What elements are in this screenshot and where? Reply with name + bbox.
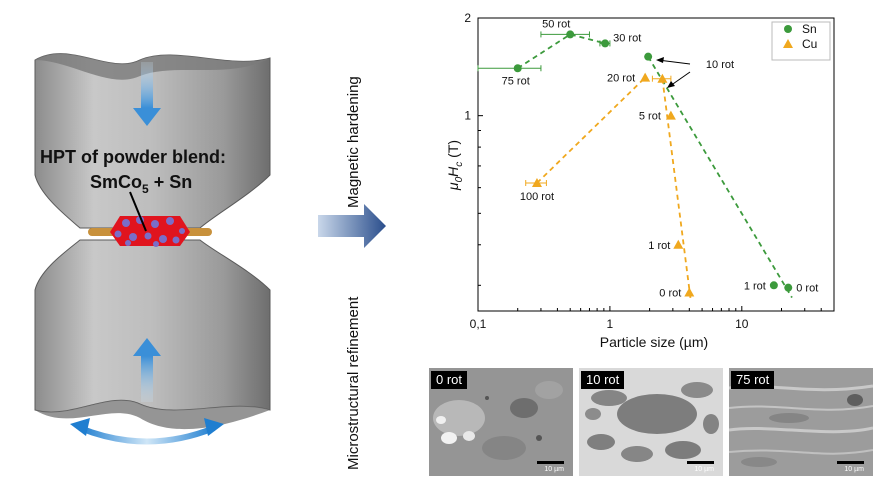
hpt-title: HPT of powder blend: <box>40 147 226 167</box>
trend-lines <box>517 33 793 301</box>
sn-point-label: 10 rot <box>706 59 734 71</box>
sn-trend-line <box>647 56 793 299</box>
cu-point-label: 1 rot <box>648 240 670 252</box>
micrograph-2-scale-bar <box>837 461 864 464</box>
annotation-arrow-cu <box>669 71 691 87</box>
hpt-composition: SmCo5 + Sn <box>90 172 192 196</box>
micrograph-1: 10 rot 10 µm <box>579 368 723 476</box>
micrograph-0-scale-text: 10 µm <box>544 466 564 473</box>
cu-point <box>684 287 695 297</box>
sn-point <box>566 30 575 39</box>
pressure-up-arrow <box>133 338 161 402</box>
micrograph-2: 75 rot 10 µm <box>729 368 873 476</box>
y-tick-label: 2 <box>464 11 471 25</box>
coercivity-chart: 0,1 1 10 1 2 0 rot 1 rot 10 rot 30 rot 50 rot 75 … <box>445 11 835 350</box>
pressure-down-arrow <box>133 62 161 126</box>
micrograph-2-scale-text: 10 µm <box>844 466 864 473</box>
cu-point-label: 20 rot <box>607 73 635 85</box>
y-tick-label: 1 <box>464 109 471 123</box>
microstructural-refinement-label: Microstructural refinement <box>345 296 362 470</box>
legend-sn-label: Sn <box>802 22 817 36</box>
upper-anvil <box>34 53 271 229</box>
annotation-arrowhead-cu <box>667 81 675 88</box>
cu-point-label: 100 rot <box>520 191 554 203</box>
error-bars <box>477 31 672 187</box>
y-axis-label: μ0Hc (T) <box>445 140 465 191</box>
sn-point-label: 0 rot <box>796 283 818 295</box>
point-labels: 0 rot 1 rot 10 rot 30 rot 50 rot 75 rot 0 rot 1… <box>502 18 819 299</box>
cu-point <box>657 73 668 83</box>
legend-cu-label: Cu <box>802 37 817 51</box>
cu-trend-line <box>661 78 692 301</box>
cu-point-label: 0 rot <box>659 288 681 300</box>
micrograph-0-scale-bar <box>537 461 564 464</box>
micrograph-1-scale-text: 10 µm <box>694 466 714 473</box>
sn-point <box>601 39 610 48</box>
sn-point <box>769 281 778 290</box>
x-tick-label: 1 <box>607 317 614 331</box>
micrograph-1-label: 10 rot <box>581 371 625 389</box>
callout-line <box>129 191 147 232</box>
cu-point <box>665 110 676 120</box>
micrograph-0: 0 rot 10 µm <box>429 368 573 476</box>
sn-point-label: 30 rot <box>613 32 641 44</box>
sn-point <box>513 64 522 73</box>
micrograph-1-scale-bar <box>687 461 714 464</box>
process-arrow <box>318 204 386 248</box>
data-points <box>513 30 793 297</box>
powder-sample <box>110 216 190 247</box>
sn-trend-line <box>517 33 606 70</box>
cu-point <box>673 239 684 249</box>
sn-point-label: 50 rot <box>542 18 570 30</box>
legend-box <box>771 21 831 61</box>
rotation-arrow <box>70 418 224 445</box>
legend-cu-marker <box>783 39 793 48</box>
legend-sn-marker <box>784 25 792 33</box>
cu-point-label: 5 rot <box>639 111 661 123</box>
axes: 0,1 1 10 1 2 <box>464 11 822 331</box>
x-tick-label: 10 <box>735 317 749 331</box>
sn-point-label: 75 rot <box>502 75 530 87</box>
sn-point-label: 1 rot <box>744 280 766 292</box>
micrograph-2-label: 75 rot <box>731 371 775 389</box>
x-tick-label: 0,1 <box>470 317 487 331</box>
sn-point <box>784 283 793 292</box>
magnetic-hardening-label: Magnetic hardening <box>345 76 362 208</box>
annotation-arrowhead-sn <box>656 57 664 63</box>
cu-trend-line <box>536 76 646 184</box>
plot-frame <box>477 17 835 312</box>
x-axis-label: Particle size (µm) <box>600 334 708 350</box>
cu-point <box>531 178 542 188</box>
micrograph-0-label: 0 rot <box>431 371 468 389</box>
sn-point <box>644 52 653 61</box>
cu-point <box>640 72 651 82</box>
